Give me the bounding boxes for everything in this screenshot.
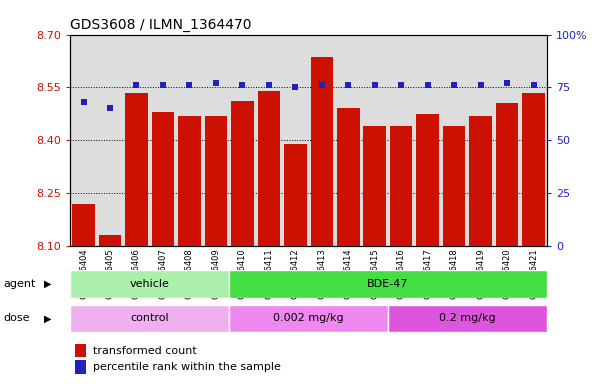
Point [264, 82, 274, 88]
Bar [176, 35, 203, 246]
Bar [72, 204, 95, 246]
Bar [75, 344, 86, 357]
Point [79, 99, 89, 105]
Point [449, 82, 459, 88]
Text: vehicle: vehicle [130, 279, 170, 289]
Point [158, 82, 168, 88]
Bar [255, 35, 282, 246]
Bar [388, 305, 547, 332]
Point [397, 82, 406, 88]
Text: ▶: ▶ [44, 279, 51, 289]
Bar [70, 35, 97, 246]
Point [343, 82, 353, 88]
Bar [70, 270, 229, 298]
Point [502, 80, 512, 86]
Point [185, 82, 194, 88]
Point [423, 82, 433, 88]
Point [290, 84, 300, 91]
Text: 0.002 mg/kg: 0.002 mg/kg [273, 313, 344, 323]
Bar [258, 91, 280, 246]
Bar [494, 35, 521, 246]
Bar [231, 101, 254, 246]
Bar [417, 114, 439, 246]
Bar [99, 235, 121, 246]
Bar [522, 93, 545, 246]
Bar [97, 35, 123, 246]
Point [105, 106, 115, 112]
Text: transformed count: transformed count [93, 346, 196, 356]
Bar [310, 58, 333, 246]
Bar [441, 35, 467, 246]
Text: ▶: ▶ [44, 313, 51, 323]
Bar [364, 126, 386, 246]
Text: control: control [130, 313, 169, 323]
Bar [284, 144, 307, 246]
Bar [443, 126, 466, 246]
Bar [362, 35, 388, 246]
Bar [178, 116, 200, 246]
Bar [203, 35, 229, 246]
Bar [521, 35, 547, 246]
Point [370, 82, 379, 88]
Point [317, 82, 327, 88]
Bar [496, 103, 518, 246]
Bar [335, 35, 362, 246]
Bar [75, 361, 86, 374]
Bar [309, 35, 335, 246]
Text: agent: agent [3, 279, 35, 289]
Text: BDE-47: BDE-47 [367, 279, 409, 289]
Bar [125, 93, 148, 246]
Bar [229, 305, 388, 332]
Point [131, 82, 141, 88]
Bar [152, 112, 174, 246]
Text: 0.2 mg/kg: 0.2 mg/kg [439, 313, 496, 323]
Bar [123, 35, 150, 246]
Bar [229, 35, 255, 246]
Bar [229, 270, 547, 298]
Bar [205, 116, 227, 246]
Bar [388, 35, 414, 246]
Bar [390, 126, 412, 246]
Bar [150, 35, 176, 246]
Bar [337, 108, 359, 246]
Text: dose: dose [3, 313, 29, 323]
Bar [70, 305, 229, 332]
Point [238, 82, 247, 88]
Text: percentile rank within the sample: percentile rank within the sample [93, 362, 280, 372]
Point [476, 82, 486, 88]
Text: GDS3608 / ILMN_1364470: GDS3608 / ILMN_1364470 [70, 18, 252, 32]
Bar [414, 35, 441, 246]
Point [529, 82, 538, 88]
Point [211, 80, 221, 86]
Bar [469, 116, 492, 246]
Bar [467, 35, 494, 246]
Bar [282, 35, 309, 246]
